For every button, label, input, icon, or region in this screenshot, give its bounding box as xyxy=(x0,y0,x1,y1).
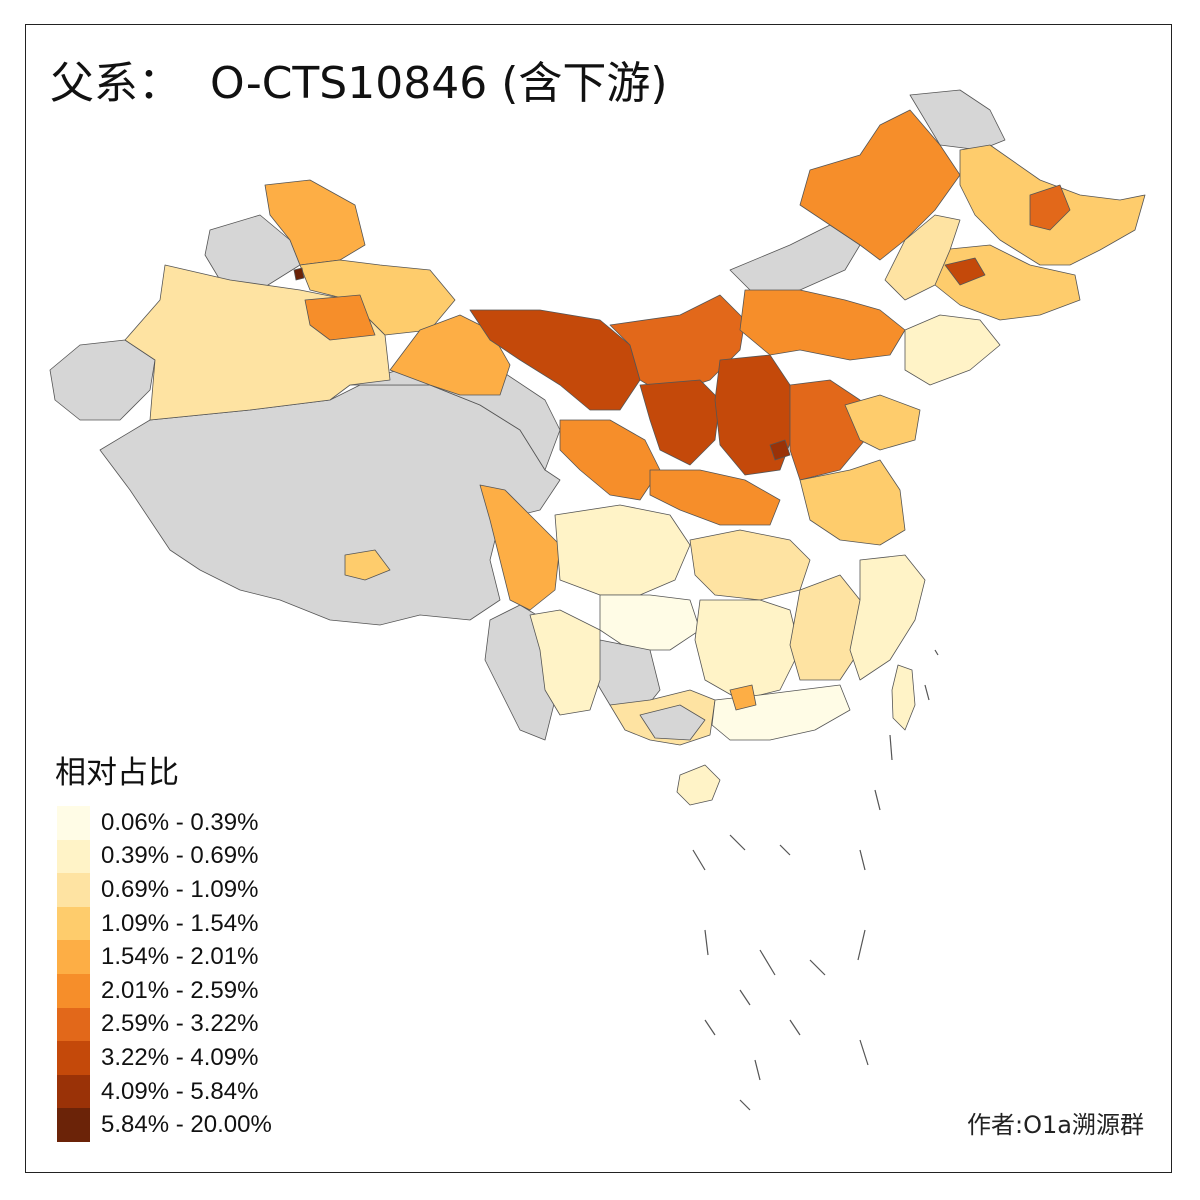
region-hunan xyxy=(694,599,801,701)
legend-swatch xyxy=(57,1041,90,1075)
region-qinghai-north xyxy=(389,314,511,396)
region-hubei xyxy=(689,529,811,601)
region-chongqing xyxy=(599,594,701,651)
legend-label: 2.01% - 2.59% xyxy=(101,976,259,1004)
legend-label: 0.06% - 0.39% xyxy=(101,808,259,836)
region-xinjiang-hotspot xyxy=(293,267,305,281)
legend-label: 5.84% - 20.00% xyxy=(101,1111,272,1139)
region-mongolia-border-grey xyxy=(729,224,861,301)
legend-label: 0.39% - 0.69% xyxy=(101,842,259,870)
region-henan-hebei xyxy=(789,379,866,481)
region-northeast-coast xyxy=(884,214,961,301)
legend-swatch xyxy=(57,1007,90,1042)
region-gansu-east xyxy=(559,419,661,501)
region-taiwan xyxy=(891,664,916,731)
region-tibet-pocket xyxy=(344,549,391,581)
region-jilin-hotspot xyxy=(944,257,986,286)
legend-item: 4.09% - 5.84% xyxy=(57,1074,272,1109)
region-henan-hotspot xyxy=(769,439,791,461)
author-credit: 作者:O1a溯源群 xyxy=(967,1111,1144,1139)
region-heilongjiang-hotspot xyxy=(1029,184,1071,231)
region-gansu-west xyxy=(469,309,641,411)
legend-swatch xyxy=(57,940,90,974)
legend-label: 1.09% - 1.54% xyxy=(101,909,259,937)
legend-item: 0.06% - 0.39% xyxy=(57,806,272,840)
legend-label: 3.22% - 4.09% xyxy=(101,1043,259,1071)
legend-label: 0.69% - 1.09% xyxy=(101,875,259,903)
legend-swatch xyxy=(57,873,90,907)
legend-item: 1.09% - 1.54% xyxy=(57,906,272,941)
legend-label: 2.59% - 3.22% xyxy=(101,1010,259,1038)
legend-item: 0.69% - 1.09% xyxy=(57,873,272,907)
region-innermongolia-east xyxy=(799,109,961,261)
region-zhejiang-fujian xyxy=(849,554,926,681)
region-yunnan xyxy=(529,609,601,716)
region-xinjiang-urumqi xyxy=(304,294,376,341)
legend-swatch xyxy=(57,973,90,1008)
legend-label: 4.09% - 5.84% xyxy=(101,1077,259,1105)
region-guangxi-grey xyxy=(639,704,706,741)
legend-label: 1.54% - 2.01% xyxy=(101,943,259,971)
region-hainan xyxy=(676,764,721,806)
legend: 0.06% - 0.39% 0.39% - 0.69% 0.69% - 1.09… xyxy=(57,806,272,1142)
region-liaoning xyxy=(904,314,1001,386)
region-sichuan-east xyxy=(554,504,691,596)
legend-item: 5.84% - 20.00% xyxy=(57,1108,272,1142)
region-guangdong-spot xyxy=(729,684,757,711)
legend-item: 2.59% - 3.22% xyxy=(57,1007,272,1042)
legend-swatch xyxy=(57,839,90,874)
legend-title: 相对占比 xyxy=(55,755,179,791)
region-ningxia-shaanxi xyxy=(639,379,721,466)
legend-swatch xyxy=(57,806,90,840)
map-frame xyxy=(25,24,1172,1173)
region-hebei-north xyxy=(739,289,906,361)
region-shandong xyxy=(844,394,921,451)
legend-swatch xyxy=(57,1074,90,1109)
legend-item: 0.39% - 0.69% xyxy=(57,839,272,874)
south-china-sea-islands xyxy=(692,649,939,1111)
region-sichuan-west xyxy=(479,484,561,611)
legend-item: 2.01% - 2.59% xyxy=(57,973,272,1008)
map-title: 父系： O-CTS10846 (含下游) xyxy=(50,58,668,109)
legend-item: 1.54% - 2.01% xyxy=(57,940,272,974)
legend-item: 3.22% - 4.09% xyxy=(57,1041,272,1075)
region-shaanxi-south xyxy=(649,469,781,526)
region-jiangxi xyxy=(789,574,861,681)
legend-swatch xyxy=(57,906,90,941)
legend-swatch xyxy=(57,1108,90,1142)
region-xinjiang-east xyxy=(299,259,456,336)
region-jiangsu-anhui xyxy=(799,459,906,546)
region-north-xinjiang-grey xyxy=(204,214,301,291)
region-west-xinjiang-grey xyxy=(49,339,156,421)
